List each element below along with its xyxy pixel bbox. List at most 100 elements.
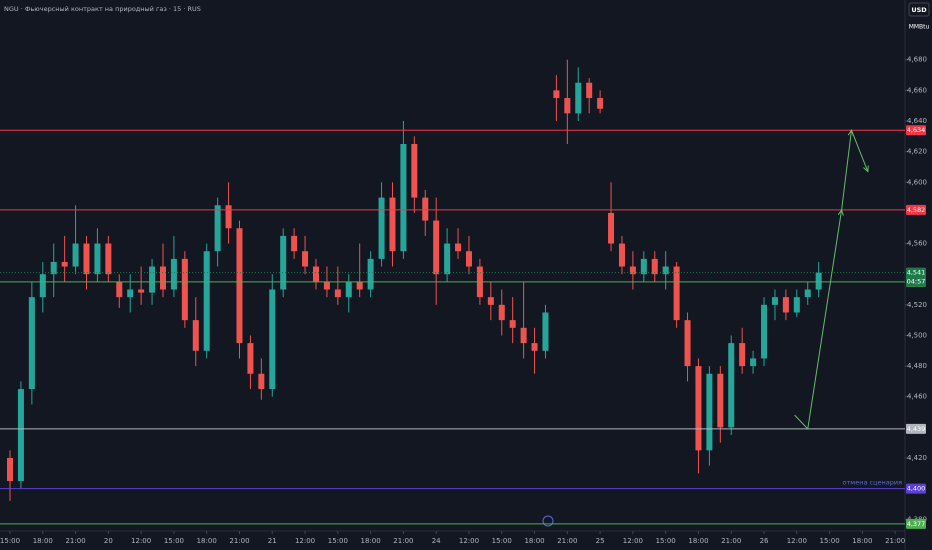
x-tick-label: 12:00 bbox=[295, 537, 315, 545]
candle-body bbox=[597, 98, 604, 109]
candle-body bbox=[378, 197, 385, 259]
candle-body bbox=[105, 243, 112, 275]
x-tick-label: 15:00 bbox=[492, 537, 512, 545]
candle-body bbox=[640, 258, 647, 275]
candle-body bbox=[39, 274, 46, 298]
candle-body bbox=[269, 289, 276, 390]
candle-body bbox=[280, 235, 287, 290]
candle-body bbox=[61, 261, 68, 267]
x-tick-label: 18:00 bbox=[197, 537, 217, 545]
y-tick-label: 4,480 bbox=[907, 362, 927, 370]
candle-body bbox=[618, 243, 625, 267]
candle-body bbox=[72, 243, 79, 267]
candle-body bbox=[608, 212, 615, 244]
event-marker[interactable] bbox=[542, 515, 554, 527]
level-note: отмена сценария bbox=[843, 479, 903, 487]
x-tick-label: 21:00 bbox=[721, 537, 741, 545]
candle-body bbox=[771, 297, 778, 305]
candle-body bbox=[356, 281, 363, 290]
candle-body bbox=[553, 90, 560, 99]
candle-body bbox=[225, 205, 232, 229]
x-tick-label: 15:00 bbox=[328, 537, 348, 545]
candle-body bbox=[684, 320, 691, 367]
candle-body bbox=[247, 343, 254, 374]
y-tick-label: 4,600 bbox=[907, 178, 927, 186]
candle-body bbox=[728, 343, 735, 428]
candle-body bbox=[236, 228, 243, 344]
x-tick-label: 15:00 bbox=[820, 537, 840, 545]
x-tick-label: 21:00 bbox=[393, 537, 413, 545]
candle-body bbox=[192, 320, 199, 351]
candle-body bbox=[389, 197, 396, 252]
x-tick-label: 21 bbox=[268, 537, 277, 545]
level-label-bg bbox=[906, 125, 926, 136]
candle-body bbox=[411, 143, 418, 198]
candle-body bbox=[203, 251, 210, 351]
candle-body bbox=[520, 327, 527, 344]
candle-body bbox=[815, 272, 822, 290]
forecast-arrowhead bbox=[837, 208, 844, 216]
candle-body bbox=[761, 304, 768, 359]
y-tick-label: 4,420 bbox=[907, 454, 927, 462]
x-tick-label: 12:00 bbox=[623, 537, 643, 545]
candle-body bbox=[455, 243, 462, 252]
candle-body bbox=[214, 205, 221, 252]
chart-title: NGU · Фьючерсный контракт на природный г… bbox=[4, 5, 201, 13]
x-tick-label: 21:00 bbox=[65, 537, 85, 545]
candle-body bbox=[465, 251, 472, 267]
candle-body bbox=[717, 373, 724, 428]
forecast-arrowhead bbox=[863, 165, 869, 173]
candle-body bbox=[400, 143, 407, 252]
x-tick-label: 18:00 bbox=[688, 537, 708, 545]
level-label: 4,400 bbox=[907, 485, 926, 493]
level-label-bg bbox=[906, 518, 926, 529]
countdown: 04:57 bbox=[907, 278, 926, 286]
candle-body bbox=[334, 289, 341, 298]
candle-body bbox=[804, 289, 811, 298]
level-label-bg bbox=[906, 483, 926, 494]
currency-box[interactable] bbox=[908, 2, 930, 17]
candle-body bbox=[83, 243, 90, 275]
candle-body bbox=[586, 82, 593, 99]
x-tick-label: 24 bbox=[432, 537, 441, 545]
candle-body bbox=[509, 320, 516, 328]
x-tick-label: 15:00 bbox=[0, 537, 20, 545]
candle-body bbox=[575, 82, 582, 114]
candle-body bbox=[94, 243, 101, 275]
candle-body bbox=[170, 258, 177, 290]
x-tick-label: 20 bbox=[104, 537, 113, 545]
x-tick-label: 15:00 bbox=[656, 537, 676, 545]
x-tick-label: 21:00 bbox=[557, 537, 577, 545]
x-tick-label: 26 bbox=[760, 537, 769, 545]
level-label: 4,582 bbox=[907, 206, 926, 214]
x-tick-label: 21:00 bbox=[229, 537, 249, 545]
candle-body bbox=[6, 458, 14, 481]
x-tick-label: 12:00 bbox=[131, 537, 151, 545]
candle-body bbox=[127, 289, 134, 298]
level-label: 4,439 bbox=[907, 425, 926, 433]
x-tick-label: 18:00 bbox=[524, 537, 544, 545]
x-tick-label: 25 bbox=[596, 537, 605, 545]
candle-body bbox=[291, 235, 298, 252]
y-tick-label: 4,680 bbox=[907, 56, 927, 64]
candle-body bbox=[564, 98, 571, 114]
x-tick-label: 21:00 bbox=[885, 537, 905, 545]
y-tick-label: 4,560 bbox=[907, 240, 927, 248]
candle-body bbox=[793, 297, 800, 313]
unit[interactable]: MMBtu bbox=[909, 24, 930, 31]
candle-body bbox=[750, 358, 757, 367]
y-tick-label: 4,520 bbox=[907, 301, 927, 309]
currency[interactable]: USD bbox=[911, 6, 927, 14]
candle-body bbox=[149, 266, 156, 293]
y-tick-label: 4,660 bbox=[907, 86, 927, 94]
candle-body bbox=[345, 281, 352, 298]
candle-body bbox=[662, 266, 669, 275]
candle-body bbox=[651, 258, 658, 275]
x-tick-label: 12:00 bbox=[459, 537, 479, 545]
candle-body bbox=[116, 281, 123, 298]
candle-body bbox=[159, 266, 166, 290]
candle-body bbox=[433, 220, 440, 275]
